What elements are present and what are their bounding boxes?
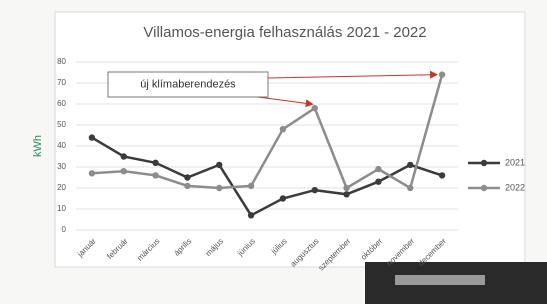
data-point [407, 185, 413, 191]
photo-detail [395, 275, 485, 285]
data-point [375, 179, 381, 185]
y-axis-label: kWh [32, 135, 44, 157]
data-point [248, 212, 254, 218]
data-point [343, 191, 349, 197]
data-point [89, 134, 95, 140]
data-point [216, 185, 222, 191]
chart-frame [55, 12, 525, 267]
y-tick-label: 50 [57, 120, 66, 129]
data-point [121, 153, 127, 159]
data-point [280, 195, 286, 201]
chart-title: Villamos-energia felhasználás 2021 - 202… [143, 24, 426, 41]
legend-label: 2021 [505, 157, 525, 167]
data-point [312, 105, 318, 111]
y-tick-label: 60 [57, 99, 66, 108]
y-tick-label: 40 [57, 141, 66, 150]
data-point [121, 168, 127, 174]
data-point [216, 162, 222, 168]
data-point [152, 160, 158, 166]
data-point [184, 183, 190, 189]
y-tick-label: 20 [57, 183, 66, 192]
data-point [407, 162, 413, 168]
data-point [152, 172, 158, 178]
data-point [343, 185, 349, 191]
data-point [89, 170, 95, 176]
chart: Villamos-energia felhasználás 2021 - 202… [0, 0, 547, 304]
y-tick-label: 70 [57, 78, 66, 87]
data-point [312, 187, 318, 193]
y-tick-label: 10 [57, 204, 66, 213]
legend-label: 2022 [505, 182, 525, 192]
data-point [375, 166, 381, 172]
y-tick-label: 0 [62, 225, 67, 234]
legend-marker [481, 160, 487, 166]
data-point [439, 172, 445, 178]
legend-marker [481, 185, 487, 191]
data-point [280, 126, 286, 132]
data-point [248, 183, 254, 189]
annotation-text: új klímaberendezés [140, 78, 236, 90]
data-point [184, 174, 190, 180]
y-tick-label: 30 [57, 162, 66, 171]
y-tick-label: 80 [57, 57, 66, 66]
data-point [439, 71, 445, 77]
